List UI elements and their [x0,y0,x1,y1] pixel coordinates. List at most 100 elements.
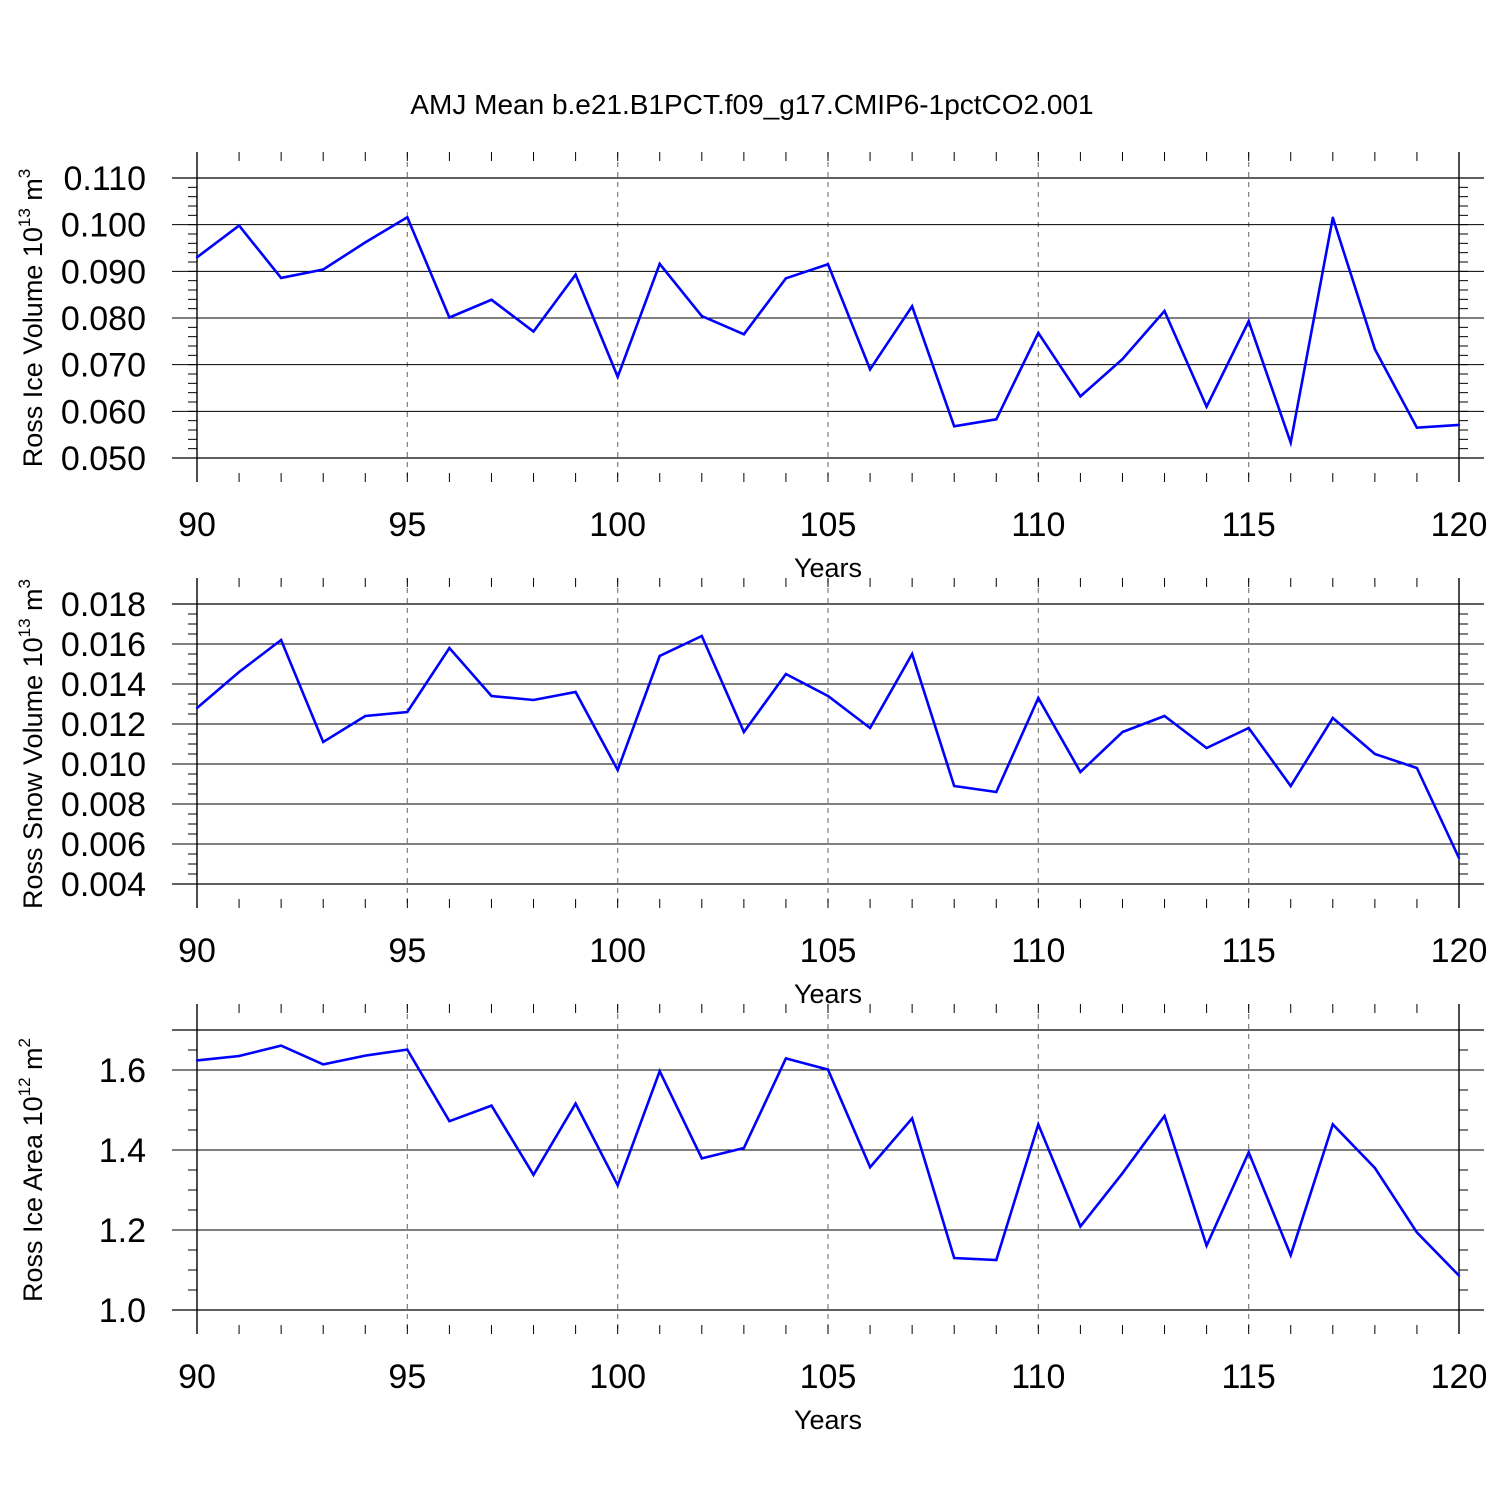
y-axis-label: Ross Snow Volume 1013 m3 [15,579,48,909]
data-point [1247,1151,1250,1154]
data-point [826,263,830,266]
data-point [742,1146,746,1150]
data-point [742,730,746,734]
data-point [322,740,325,744]
data-point [910,305,914,308]
data-point [953,784,956,788]
x-tick-label: 95 [388,932,426,970]
y-tick-label: 0.050 [61,440,146,478]
data-point [658,1070,661,1073]
x-axis-label: Years [794,1405,862,1435]
x-tick-label: 120 [1431,932,1488,970]
data-point [490,694,493,698]
data-point [826,694,830,698]
data-point [532,330,535,333]
data-point [826,1068,830,1071]
y-tick-label: 0.004 [61,866,146,904]
data-point [1373,1166,1377,1170]
data-point [868,726,872,730]
data-point [868,1166,872,1169]
data-point [700,314,703,318]
x-tick-label: 100 [589,1358,646,1396]
data-point [574,1102,577,1105]
data-point [1163,714,1166,718]
data-point [1247,320,1250,323]
data-point [1121,730,1124,734]
data-point [279,1044,283,1047]
x-tick-label: 100 [589,506,646,544]
data-point [364,1054,367,1057]
data-point [658,654,661,658]
y-tick-label: 0.070 [61,347,146,385]
x-tick-label: 110 [1011,1358,1065,1396]
data-series-line [196,215,1460,448]
y-tick-label: 1.6 [99,1052,146,1090]
data-point [1247,726,1250,730]
data-point [868,368,872,371]
data-point [1037,331,1040,335]
data-point [1205,746,1208,750]
data-point [784,277,788,280]
data-point [532,1173,535,1177]
y-tick-label: 0.012 [61,706,146,744]
x-tick-label: 115 [1222,506,1276,544]
y-axis-label: Ross Ice Area 1012 m2 [15,1038,48,1302]
x-tick-label: 110 [1011,506,1065,544]
y-tick-label: 0.110 [63,160,146,198]
data-point [995,1258,998,1262]
x-tick-label: 105 [800,506,857,544]
data-point [279,276,283,280]
y-tick-label: 0.060 [61,393,146,431]
data-point [1037,696,1040,700]
x-tick-label: 105 [800,932,857,970]
data-point [1121,1172,1124,1175]
data-point [1415,426,1419,429]
data-point [490,298,493,301]
x-tick-label: 95 [388,506,426,544]
y-tick-label: 1.4 [99,1132,146,1170]
data-point [1289,784,1292,788]
data-point [195,1059,199,1062]
y-axis-label: Ross Ice Volume 1013 m3 [15,169,48,468]
data-point [1457,856,1461,860]
data-point [995,790,998,794]
x-tick-label: 110 [1011,932,1065,970]
data-point [322,268,325,271]
chart-panel-2: 0.0040.0060.0080.0100.0120.0140.0160.018… [15,578,1487,1009]
data-point [364,241,367,244]
y-tick-label: 0.008 [61,786,146,824]
data-point [616,768,619,772]
chart-panel-3: 1.0 1.2 1.4 1.6 90 95 100 105 110 115 120 Years Ross… [15,1004,1487,1435]
y-tick-label: 0.006 [61,826,146,864]
data-point [237,1054,241,1058]
data-point [1163,1114,1166,1118]
y-tick-label: 0.010 [61,746,146,784]
data-point [406,710,409,714]
data-point [1205,1244,1208,1247]
y-tick-label: 0.016 [61,626,146,664]
data-point [784,672,788,676]
data-point [1289,441,1292,444]
data-point [406,1048,409,1051]
data-point [1205,405,1208,408]
data-point [1331,716,1335,720]
data-point [1079,395,1082,398]
data-point [742,333,746,336]
data-point [910,652,914,656]
y-tick-label: 1.2 [99,1212,146,1250]
data-point [700,1157,703,1160]
data-point [1037,1123,1040,1126]
data-point [1373,752,1377,756]
x-tick-label: 115 [1222,932,1276,970]
data-point [574,273,577,276]
data-point [1289,1254,1292,1257]
data-point [574,690,577,694]
x-tick-label: 90 [178,506,216,544]
chart-title: AMJ Mean b.e21.B1PCT.f09_g17.CMIP6-1pctC… [410,89,1093,120]
data-point [1415,766,1419,770]
data-point [448,1120,451,1123]
data-point [1457,423,1461,427]
data-point [448,646,451,650]
